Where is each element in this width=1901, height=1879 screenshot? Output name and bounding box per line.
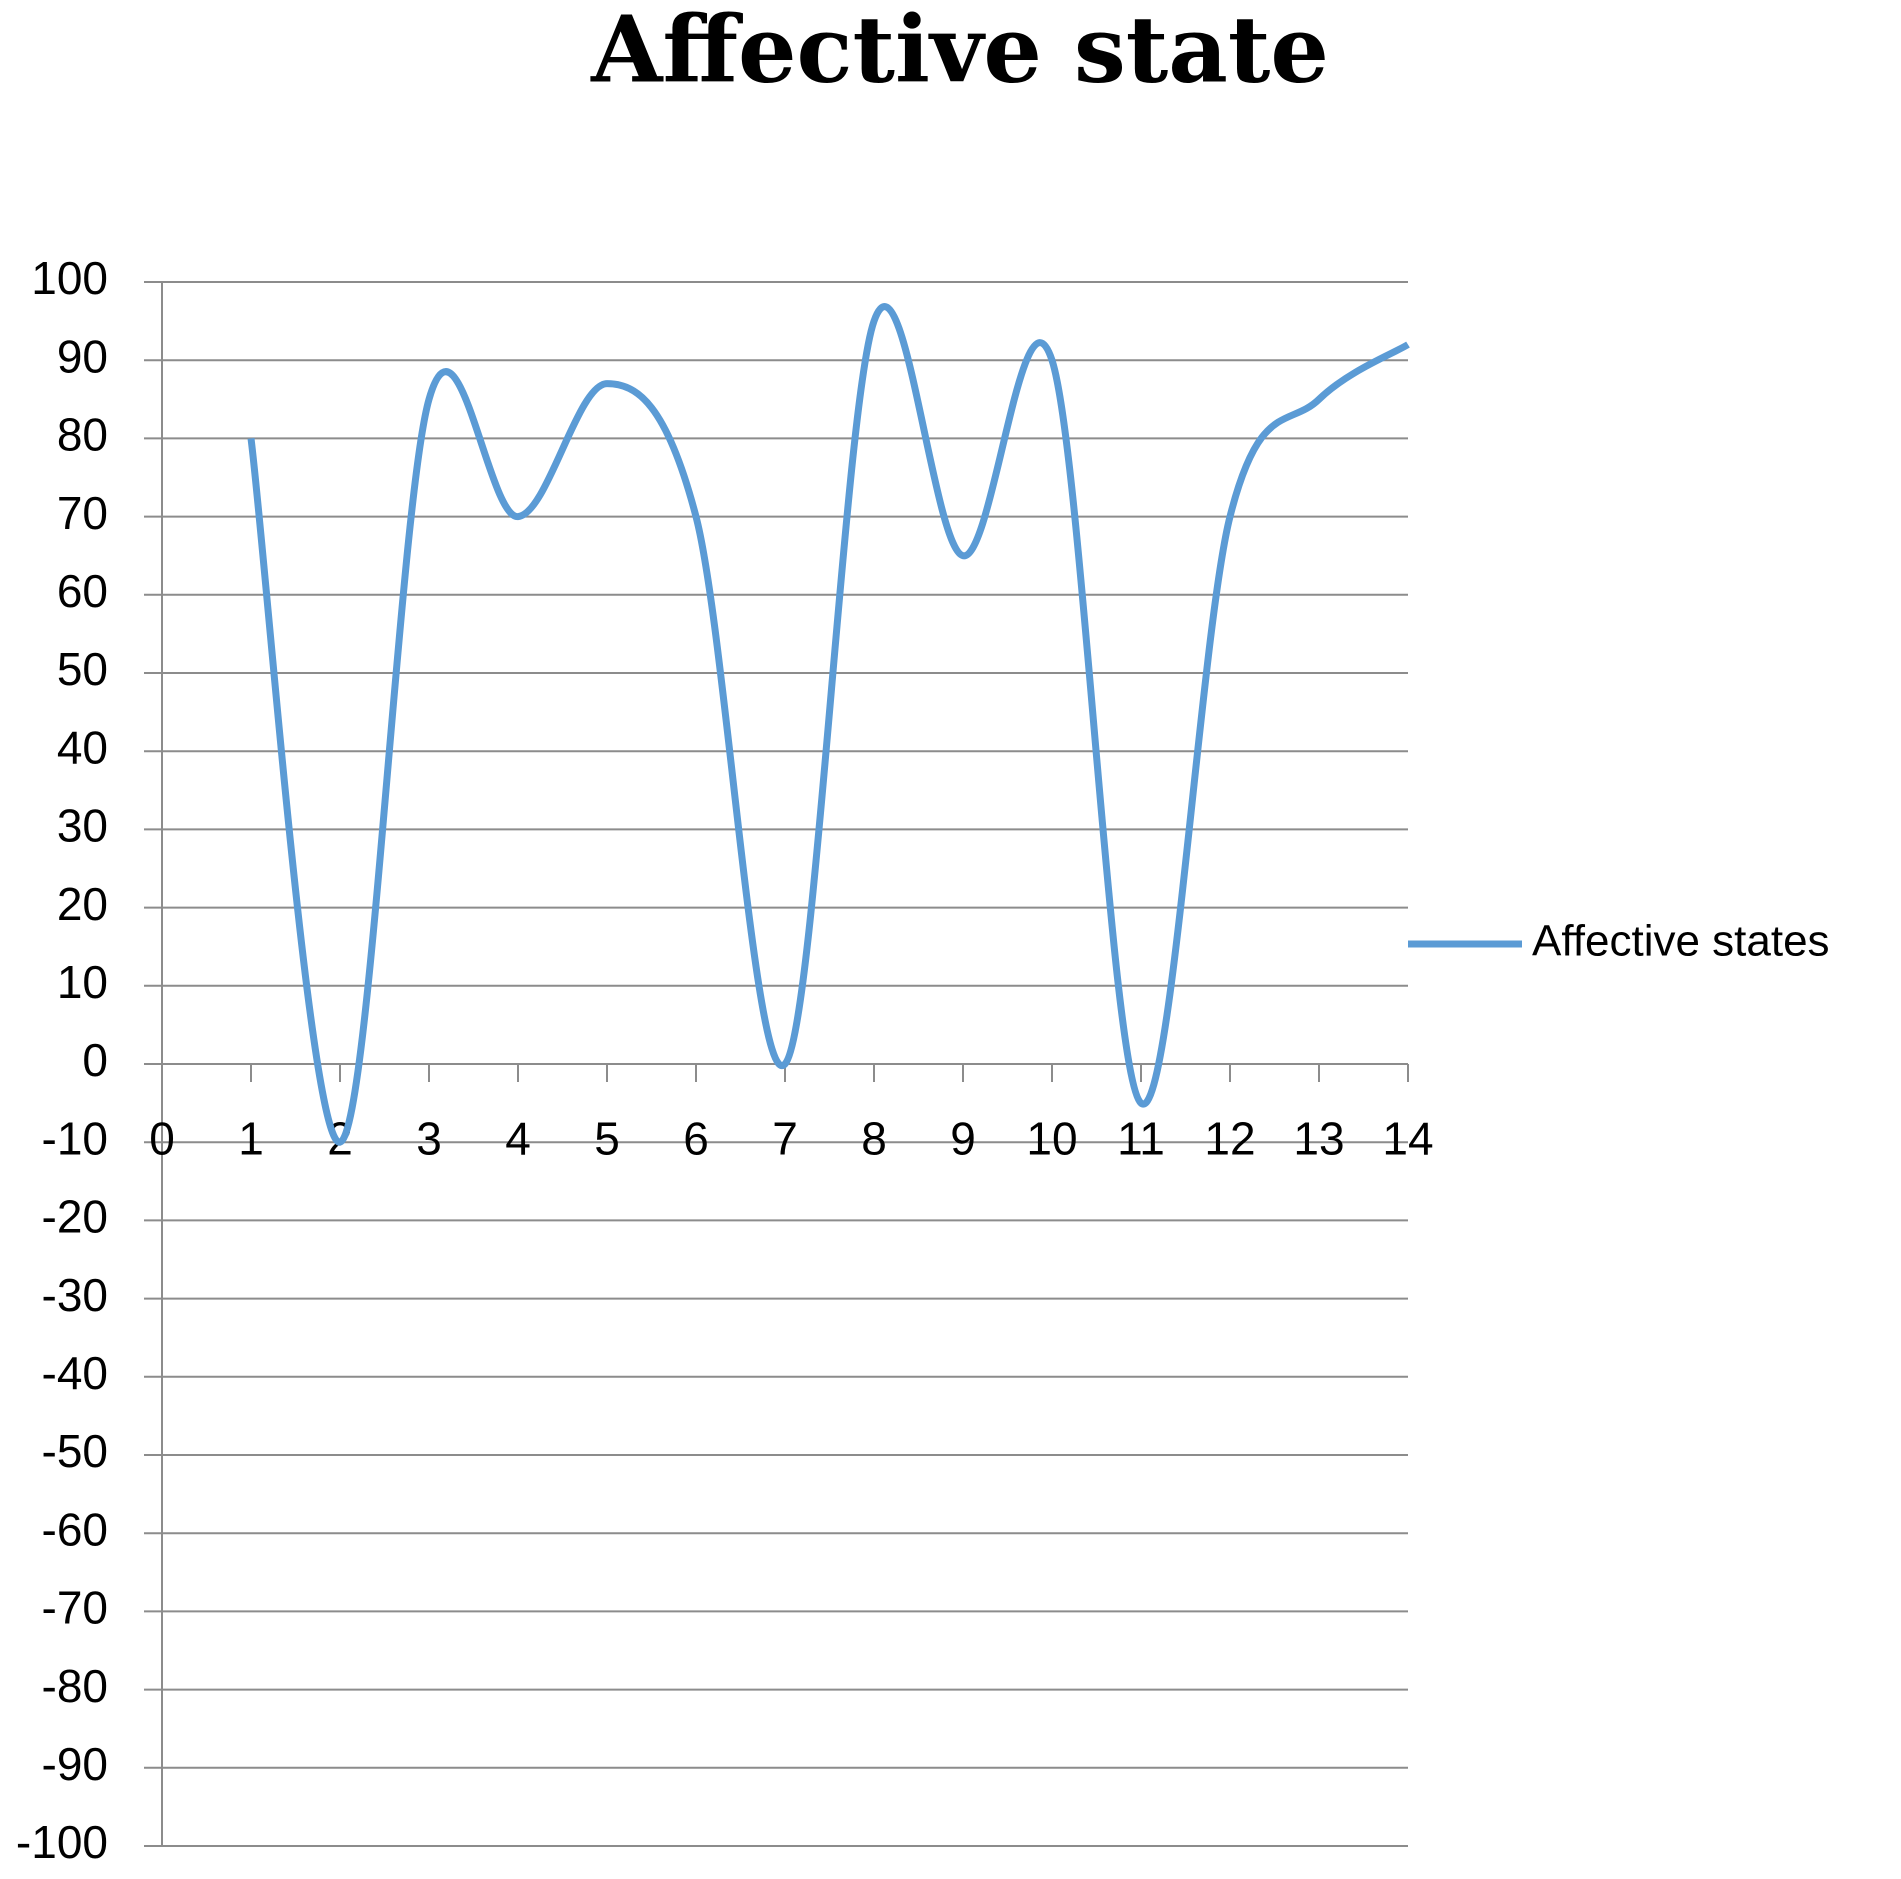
- y-tick-label: 80: [57, 409, 108, 461]
- x-tick-label: 1: [238, 1112, 264, 1164]
- y-tick-label: -60: [42, 1503, 108, 1555]
- x-tick-label: 8: [861, 1112, 887, 1164]
- y-tick-label: -40: [42, 1347, 108, 1399]
- chart-title: Affective state: [590, 0, 1329, 104]
- y-tick-label: 0: [82, 1034, 108, 1086]
- x-tick-label: 7: [772, 1112, 798, 1164]
- x-tick-label: 11: [1117, 1112, 1165, 1164]
- x-tick-label: 10: [1026, 1112, 1077, 1164]
- line-series: [247, 303, 1410, 1146]
- x-tick-label: 4: [505, 1112, 531, 1164]
- y-tick-label: 70: [57, 487, 108, 539]
- y-tick-label: 10: [57, 956, 108, 1008]
- y-tick-label: 60: [57, 565, 108, 617]
- y-tick-label: -80: [42, 1660, 108, 1712]
- y-tick-label: -20: [42, 1191, 108, 1243]
- y-tick-label: -70: [42, 1582, 108, 1634]
- y-tick-label: 100: [31, 252, 108, 304]
- x-tick-label: 5: [594, 1112, 620, 1164]
- y-tick-label: 40: [57, 721, 108, 773]
- x-tick-label: 14: [1382, 1112, 1433, 1164]
- x-tick-label: 0: [149, 1112, 175, 1164]
- y-tick-label: 30: [57, 800, 108, 852]
- y-tick-label: -10: [42, 1112, 108, 1164]
- x-tick-label: 9: [950, 1112, 976, 1164]
- legend-label: Affective states: [1532, 917, 1830, 966]
- y-tick-label: 90: [57, 330, 108, 382]
- y-tick-label: -30: [42, 1269, 108, 1321]
- x-tick-label: 12: [1204, 1112, 1255, 1164]
- x-tick-label: 3: [416, 1112, 442, 1164]
- y-tick-label: 50: [57, 643, 108, 695]
- y-tick-label: -50: [42, 1425, 108, 1477]
- x-tick-label: 6: [683, 1112, 709, 1164]
- y-tick-label: -90: [42, 1738, 108, 1790]
- y-tick-label: 20: [57, 878, 108, 930]
- x-tick-label: 13: [1293, 1112, 1344, 1164]
- y-tick-label: -100: [16, 1816, 108, 1868]
